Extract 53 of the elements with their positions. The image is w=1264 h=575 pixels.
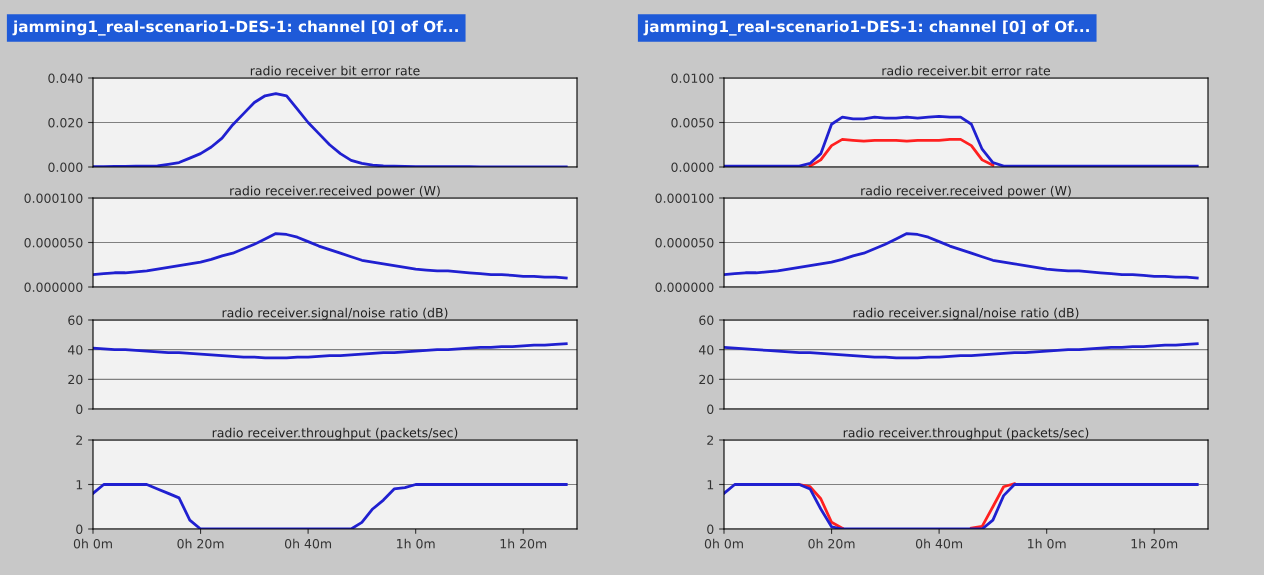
y-tick-label: 0 [707, 524, 714, 534]
x-tick-label: 1h 0m [397, 538, 435, 549]
y-tick-label: 0.000000 [24, 282, 83, 292]
y-tick-label: 0.000050 [655, 237, 714, 248]
y-tick-label: 0.040 [48, 73, 83, 83]
y-tick-label: 0.0100 [671, 73, 714, 83]
y-tick-label: 0.000000 [655, 282, 714, 292]
y-tick-label: 0 [76, 404, 83, 414]
chart-title: radio receiver.throughput (packets/sec) [843, 427, 1089, 440]
y-tick-label: 0.020 [48, 117, 83, 128]
x-tick-label: 0h 40m [284, 538, 332, 549]
y-tick-label: 0.000100 [655, 193, 714, 203]
chart-title: radio receiver.received power (W) [861, 185, 1071, 198]
y-tick-label: 20 [699, 374, 714, 385]
chart-title: radio receiver.signal/noise ratio (dB) [853, 307, 1079, 320]
y-tick-label: 0.0000 [671, 162, 714, 172]
chart-title: radio receiver.bit error rate [882, 65, 1051, 76]
x-tick-label: 1h 20m [500, 538, 547, 549]
x-tick-label: 0h 0m [704, 538, 743, 549]
x-tick-label: 0h 0m [73, 538, 112, 549]
y-tick-label: 0 [76, 524, 83, 534]
y-tick-label: 0.000 [48, 162, 83, 172]
x-tick-label: 1h 20m [1131, 538, 1178, 549]
x-tick-label: 0h 40m [915, 538, 963, 549]
text: jamming1_real-scenario1-DES-1: channel [0] of Of... [643, 20, 1089, 36]
y-tick-label: 0 [707, 404, 714, 414]
line-series [808, 138, 995, 167]
y-tick-label: 1 [76, 480, 83, 490]
x-tick-label: 1h 0m [1028, 538, 1066, 549]
text: jamming1_real-scenario1-DES-1: channel [0] of Of... [12, 20, 458, 36]
y-tick-label: 40 [698, 345, 714, 355]
chart-title: radio receiver.signal/noise ratio (dB) [222, 307, 448, 320]
chart-title: radio receiver bit error rate [250, 65, 420, 76]
line-series [93, 92, 568, 167]
chart-title: radio receiver.throughput (packets/sec) [212, 427, 458, 440]
y-tick-label: 40 [67, 345, 83, 355]
y-tick-label: 60 [699, 315, 714, 325]
y-tick-label: 0.0050 [671, 117, 714, 128]
line-series [93, 342, 568, 360]
line-series [724, 232, 1199, 280]
y-tick-label: 1 [707, 480, 714, 490]
y-tick-label: 0.000050 [24, 237, 83, 248]
y-tick-label: 0.000100 [24, 193, 83, 203]
y-tick-label: 2 [76, 435, 83, 445]
line-series [724, 114, 1199, 167]
line-series [93, 232, 568, 280]
x-tick-label: 0h 20m [177, 538, 224, 549]
y-tick-label: 20 [68, 374, 83, 385]
chart-title: radio receiver.received power (W) [230, 185, 440, 198]
line-series [724, 342, 1199, 360]
x-tick-label: 0h 20m [808, 538, 855, 549]
y-tick-label: 60 [68, 315, 83, 325]
y-tick-label: 2 [707, 435, 714, 445]
